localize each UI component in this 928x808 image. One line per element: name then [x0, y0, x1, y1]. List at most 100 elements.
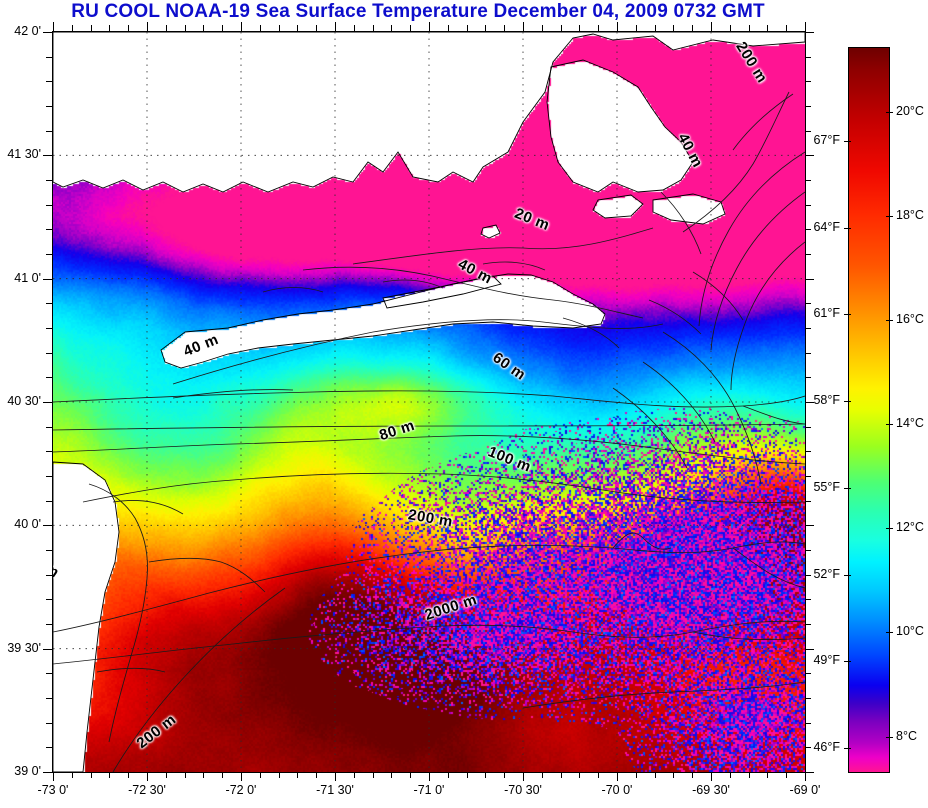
axis-tick [46, 698, 52, 699]
axis-tick [786, 25, 788, 31]
coastline-bathymetry-overlay [53, 32, 805, 772]
axis-tick [805, 550, 811, 551]
axis-tick [523, 22, 524, 31]
axis-tick [447, 25, 449, 31]
axis-tick [184, 25, 186, 31]
axis-tick-label: -71 30' [316, 783, 354, 797]
colorbar-tick-fahrenheit [844, 748, 851, 749]
colorbar-label-celsius: 18°C [896, 208, 924, 222]
axis-tick [46, 106, 52, 107]
axis-tick [805, 722, 811, 724]
axis-tick [673, 25, 675, 31]
axis-tick [485, 25, 487, 31]
colorbar-tick-fahrenheit [844, 401, 851, 402]
colorbar-tick-fahrenheit [844, 661, 851, 662]
axis-tick [635, 772, 637, 778]
axis-tick-label: -71 0' [413, 783, 445, 797]
axis-tick [692, 772, 694, 778]
axis-tick [805, 130, 811, 132]
axis-tick [673, 772, 675, 778]
axis-tick [46, 303, 52, 305]
axis-tick-label: -70 0' [601, 783, 633, 797]
axis-tick-label: -70 30' [504, 783, 542, 797]
colorbar-label-celsius: 20°C [896, 104, 924, 118]
axis-tick [805, 402, 814, 403]
axis-tick-label: 40 0' [14, 517, 41, 532]
axis-tick [46, 500, 52, 502]
axis-tick [43, 278, 52, 280]
colorbar-tick-fahrenheit [844, 575, 851, 576]
axis-tick [316, 772, 318, 778]
axis-tick [46, 426, 52, 428]
colorbar-tick-fahrenheit [844, 228, 851, 229]
axis-tick-label: -72 0' [225, 783, 257, 797]
axis-tick [128, 25, 130, 31]
axis-tick [805, 377, 811, 379]
axis-tick [748, 25, 750, 31]
axis-tick [504, 25, 506, 31]
axis-tick [504, 772, 506, 778]
axis-tick [485, 772, 487, 778]
axis-tick [805, 229, 811, 231]
axis-tick [46, 204, 52, 206]
axis-tick [165, 25, 167, 31]
axis-tick [46, 550, 52, 551]
axis-tick [711, 22, 712, 31]
axis-tick [805, 328, 811, 329]
axis-tick [147, 22, 148, 31]
axis-tick [46, 352, 52, 354]
axis-tick [805, 106, 811, 107]
axis-tick [410, 25, 412, 31]
axis-tick [278, 25, 280, 31]
axis-tick [560, 25, 562, 31]
axis-tick [729, 772, 731, 778]
axis-tick [353, 772, 355, 778]
axis-tick [805, 254, 811, 255]
axis-tick [46, 451, 52, 453]
axis-tick [560, 772, 562, 778]
axis-tick [46, 56, 52, 58]
axis-tick [203, 25, 205, 31]
axis-tick [654, 25, 656, 31]
colorbar-label-celsius: 14°C [896, 416, 924, 430]
axis-tick [46, 599, 52, 601]
axis-tick [805, 32, 814, 33]
axis-tick-label: -72 30' [128, 783, 166, 797]
colorbar-tick-celsius [886, 424, 893, 425]
axis-tick [43, 32, 52, 33]
axis-tick [805, 599, 811, 601]
axis-tick [635, 25, 637, 31]
sst-raster [53, 32, 805, 772]
axis-tick [711, 772, 712, 781]
axis-tick [805, 451, 811, 453]
axis-tick [654, 772, 656, 778]
axis-tick [541, 772, 543, 778]
colorbar-label-celsius: 8°C [896, 729, 917, 743]
axis-tick-label: -73 0' [37, 783, 69, 797]
axis-tick [805, 56, 811, 58]
axis-tick [46, 180, 52, 181]
axis-tick [90, 25, 92, 31]
axis-tick [71, 772, 73, 778]
colorbar-tick-celsius [886, 112, 893, 113]
axis-tick-label: 41 30' [7, 147, 41, 162]
axis-tick-label: 39 30' [7, 640, 41, 655]
colorbar-tick-celsius [886, 216, 893, 217]
axis-tick [241, 22, 242, 31]
axis-tick-label: -69 0' [789, 783, 821, 797]
colorbar-label-fahrenheit: 49°F [813, 653, 840, 667]
axis-tick-label: 42 0' [14, 24, 41, 38]
axis-tick [429, 22, 430, 31]
axis-tick [109, 25, 111, 31]
axis-tick [297, 25, 299, 31]
axis-tick [805, 426, 811, 428]
colorbar-tick-fahrenheit [844, 488, 851, 489]
axis-tick [805, 155, 814, 157]
axis-tick [43, 155, 52, 157]
axis-tick [466, 772, 468, 778]
axis-tick [46, 476, 52, 477]
axis-tick [805, 747, 811, 749]
axis-tick [46, 574, 52, 576]
axis-tick [579, 25, 581, 31]
